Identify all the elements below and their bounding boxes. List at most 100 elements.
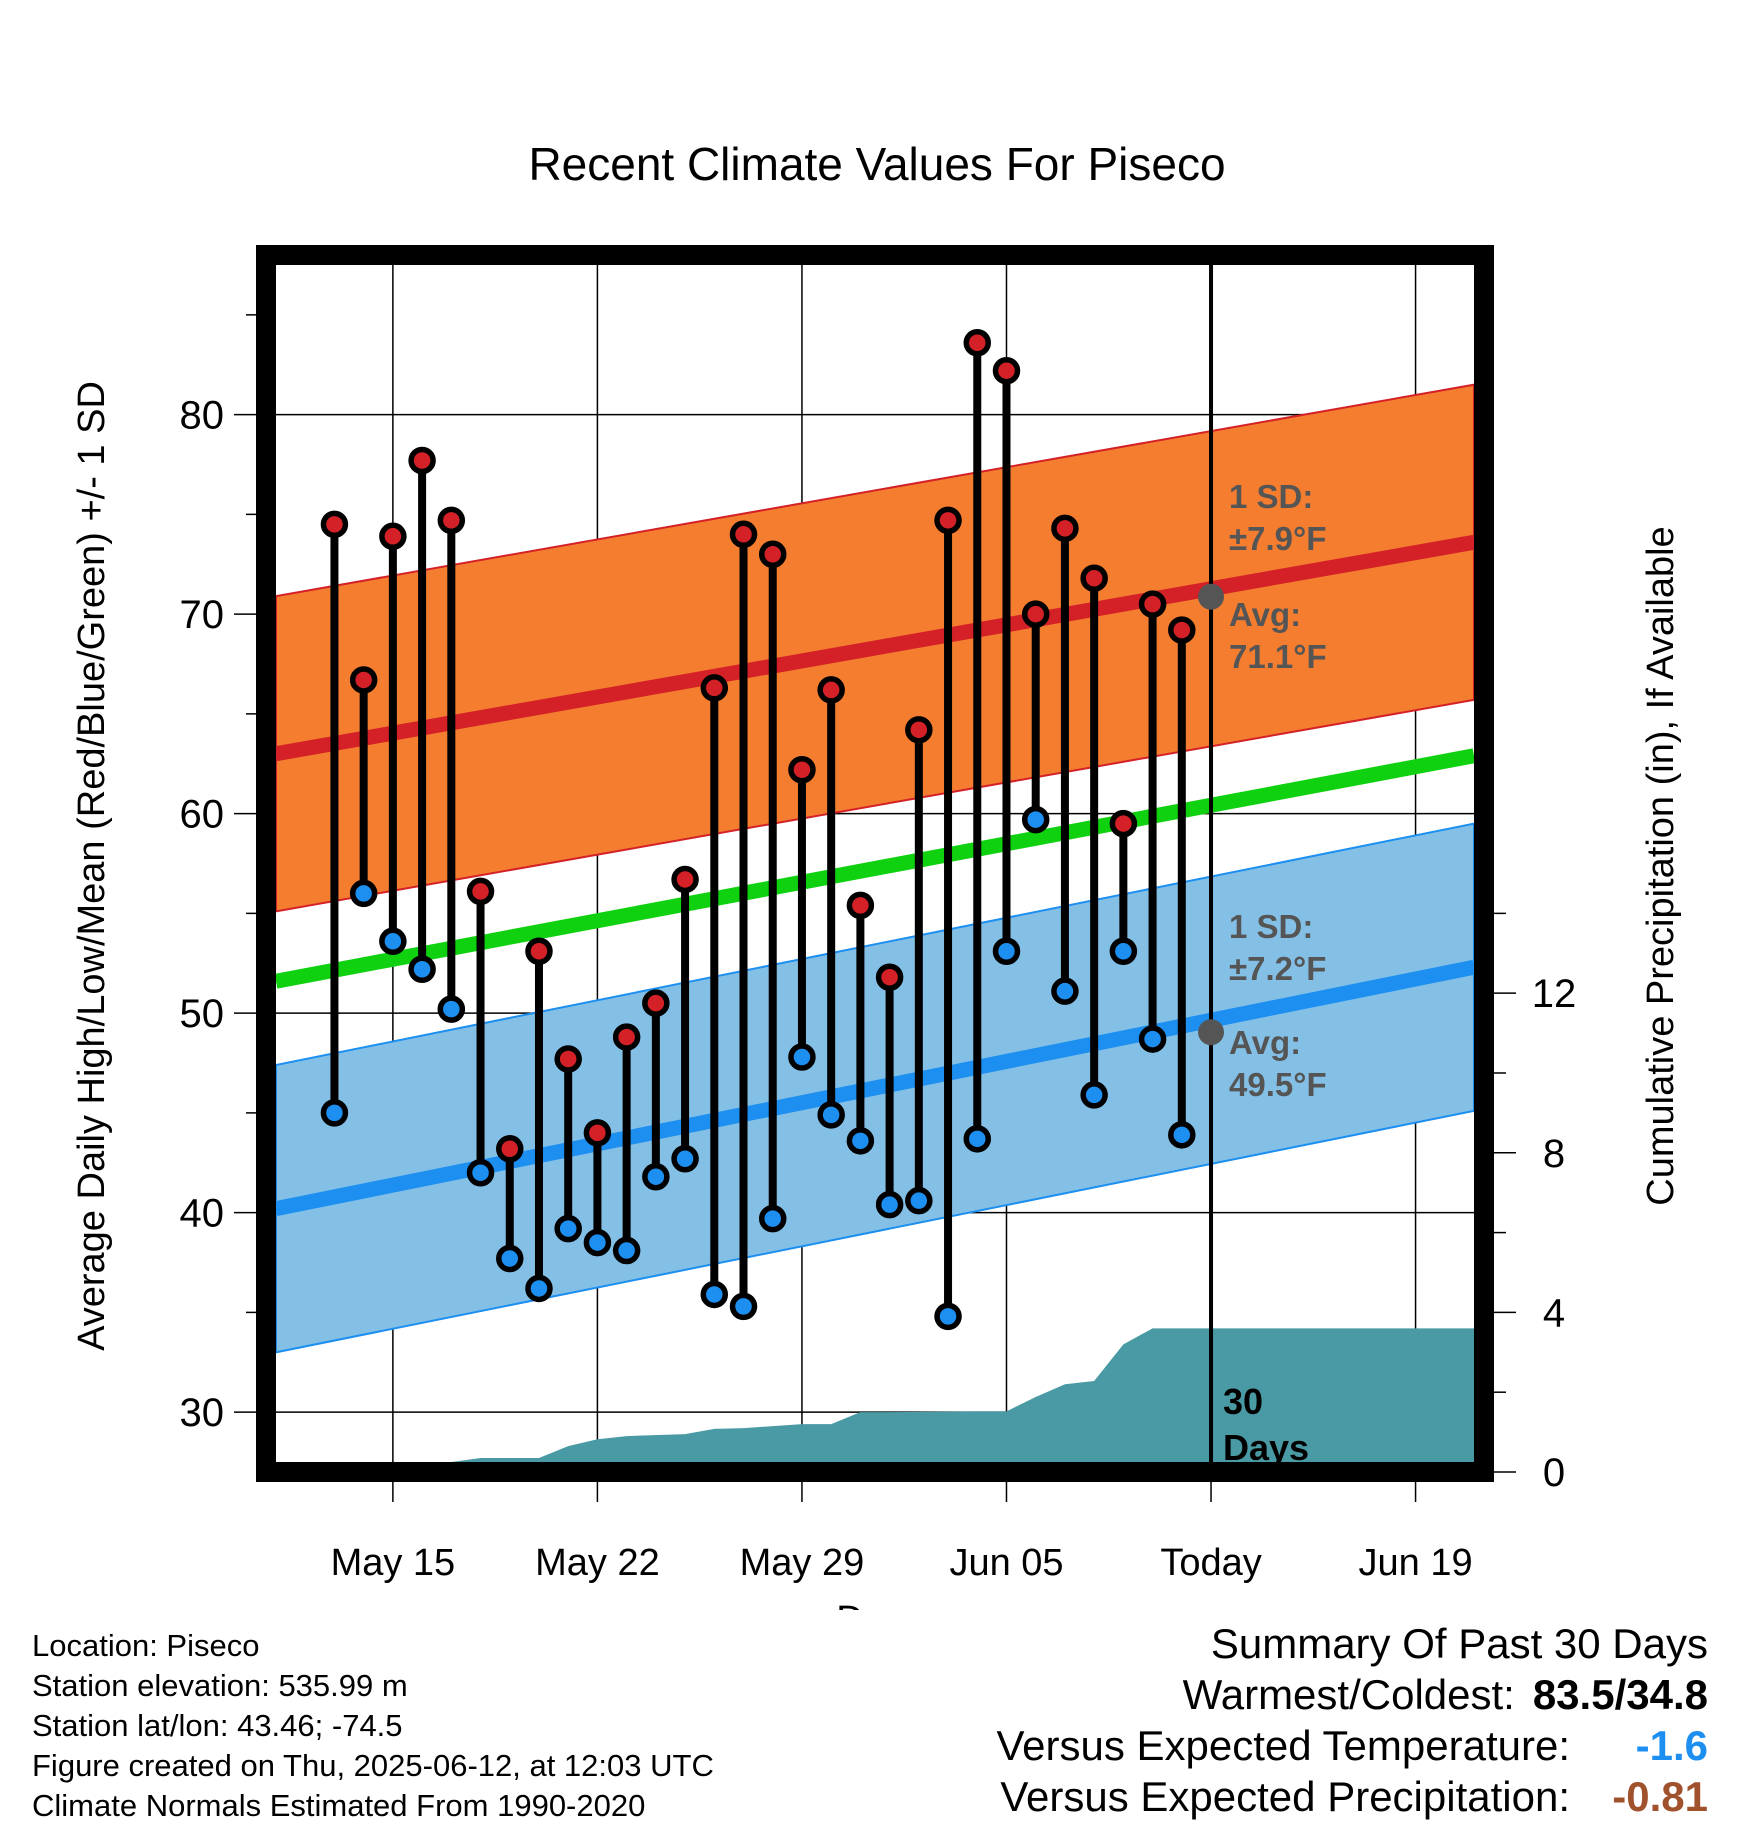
daily-high-point — [963, 329, 992, 357]
daily-low-point — [846, 1127, 875, 1155]
temp-label: Versus Expected Temperature: — [996, 1722, 1570, 1769]
daily-high-point — [700, 674, 729, 702]
daily-low-point — [817, 1101, 845, 1129]
daily-low-point — [408, 955, 436, 983]
daily-low-point — [1168, 1121, 1196, 1149]
days-unit-label: Days — [1223, 1427, 1309, 1468]
days-count-label: 30 — [1223, 1381, 1263, 1422]
daily-high-point — [1138, 590, 1167, 618]
daily-high-point — [846, 891, 875, 920]
y2-tick-label: 12 — [1532, 972, 1577, 1016]
daily-high-point — [437, 506, 466, 535]
daily-low-point — [1109, 937, 1138, 966]
daily-high-point — [1051, 514, 1079, 543]
daily-low-point — [788, 1043, 816, 1071]
daily-high-point — [729, 520, 758, 549]
daily-low-point — [642, 1162, 670, 1191]
plot-area: 1 SD: ±7.9°F Avg: 71.1°F 1 SD: ±7.2°F Avg: 49.5… — [180, 245, 1577, 1584]
daily-high-point — [875, 963, 904, 991]
daily-low-point — [1138, 1025, 1167, 1053]
daily-high-point — [934, 506, 962, 535]
y2-tick-label: 0 — [1543, 1451, 1565, 1495]
precip-value: -0.81 — [1612, 1773, 1708, 1820]
daily-low-point — [554, 1214, 582, 1243]
climate-chart: Recent Climate Values For Piseco 1 SD: ±7… — [71, 138, 1682, 1610]
x-tick-label: Jun 05 — [949, 1542, 1063, 1584]
x-tick-label: Today — [1160, 1542, 1261, 1584]
daily-low-point — [905, 1186, 933, 1215]
warm-cold-value: 83.5/34.8 — [1532, 1671, 1708, 1718]
low-sd-label: 1 SD: — [1229, 908, 1313, 945]
daily-low-point — [758, 1204, 787, 1233]
x-axis-label: Day — [836, 1599, 904, 1610]
daily-low-point — [875, 1190, 904, 1219]
daily-high-point — [1168, 616, 1196, 644]
temp-value: -1.6 — [1635, 1722, 1708, 1769]
daily-high-point — [817, 676, 845, 704]
high-sd-value: ±7.9°F — [1229, 520, 1326, 557]
daily-low-point — [963, 1125, 992, 1153]
precip-label: Versus Expected Precipitation: — [1000, 1773, 1570, 1820]
station-info: Location: Piseco Station elevation: 535.… — [32, 1626, 714, 1826]
daily-low-point — [671, 1145, 699, 1173]
summary-title: Summary Of Past 30 Days — [1210, 1620, 1708, 1667]
mean-avg-line — [276, 748, 1474, 989]
daily-high-point — [758, 540, 787, 569]
daily-high-point — [671, 865, 699, 894]
low-sd-value: ±7.2°F — [1229, 950, 1326, 987]
y2-tick-label: 4 — [1543, 1291, 1565, 1335]
daily-high-point — [379, 522, 407, 551]
daily-low-point — [700, 1280, 729, 1309]
daily-low-point — [729, 1292, 758, 1321]
summary-precip: Versus Expected Precipitation: -0.81 — [996, 1771, 1708, 1822]
plot-frame — [256, 245, 1494, 1482]
chart-title: Recent Climate Values For Piseco — [528, 138, 1225, 190]
location-text: Location: Piseco — [32, 1628, 260, 1663]
x-tick-label: May 29 — [740, 1542, 865, 1584]
daily-low-point — [466, 1158, 495, 1187]
daily-high-point — [466, 877, 495, 906]
x-tick-label: May 15 — [331, 1542, 456, 1584]
y-tick-label: 40 — [180, 1192, 225, 1236]
low-avg-label: Avg: — [1229, 1024, 1301, 1061]
daily-low-point — [992, 937, 1021, 966]
high-avg-line — [276, 534, 1474, 762]
latlon-text: Station lat/lon: 43.46; -74.5 — [32, 1708, 403, 1743]
y-tick-label: 50 — [180, 992, 225, 1036]
daily-high-point — [583, 1119, 612, 1147]
daily-high-point — [788, 755, 816, 784]
elevation-text: Station elevation: 535.99 m — [32, 1668, 408, 1703]
summary-temp: Versus Expected Temperature: -1.6 — [996, 1720, 1708, 1771]
warm-cold-label: Warmest/Coldest: — [1182, 1671, 1515, 1718]
today-low-avg-marker — [1198, 1019, 1225, 1046]
x-tick-label: Jun 19 — [1359, 1542, 1473, 1584]
x-tick-label: May 22 — [535, 1542, 660, 1584]
daily-low-point — [349, 879, 378, 908]
daily-high-point — [992, 356, 1021, 385]
daily-low-point — [1080, 1081, 1108, 1109]
daily-high-point — [1109, 809, 1138, 838]
daily-high-point — [1080, 564, 1108, 592]
y-tick-label: 60 — [180, 793, 225, 837]
daily-high-point — [642, 989, 670, 1017]
daily-low-point — [612, 1236, 641, 1265]
daily-high-point — [349, 666, 378, 694]
y2-axis-label: Cumulative Precipitation (in), If Availa… — [1640, 526, 1682, 1205]
daily-high-point — [496, 1135, 524, 1163]
y-tick-label: 70 — [180, 593, 225, 637]
normals-text: Climate Normals Estimated From 1990-2020 — [32, 1788, 646, 1823]
high-avg-value: 71.1°F — [1229, 638, 1327, 675]
daily-low-point — [934, 1302, 962, 1331]
y2-tick-label: 8 — [1543, 1132, 1565, 1176]
daily-high-point — [905, 716, 933, 744]
daily-high-point — [612, 1023, 641, 1051]
daily-low-point — [437, 995, 466, 1023]
summary-panel: Summary Of Past 30 Days Warmest/Coldest:… — [996, 1618, 1708, 1822]
daily-high-point — [554, 1045, 582, 1073]
precip-area — [451, 1328, 1474, 1462]
today-high-avg-marker — [1198, 583, 1225, 610]
daily-low-point — [496, 1244, 524, 1273]
daily-low-point — [1051, 977, 1079, 1005]
y-axis-label: Average Daily High/Low/Mean (Red/Blue/Gr… — [71, 381, 113, 1351]
daily-high-point — [525, 937, 553, 966]
